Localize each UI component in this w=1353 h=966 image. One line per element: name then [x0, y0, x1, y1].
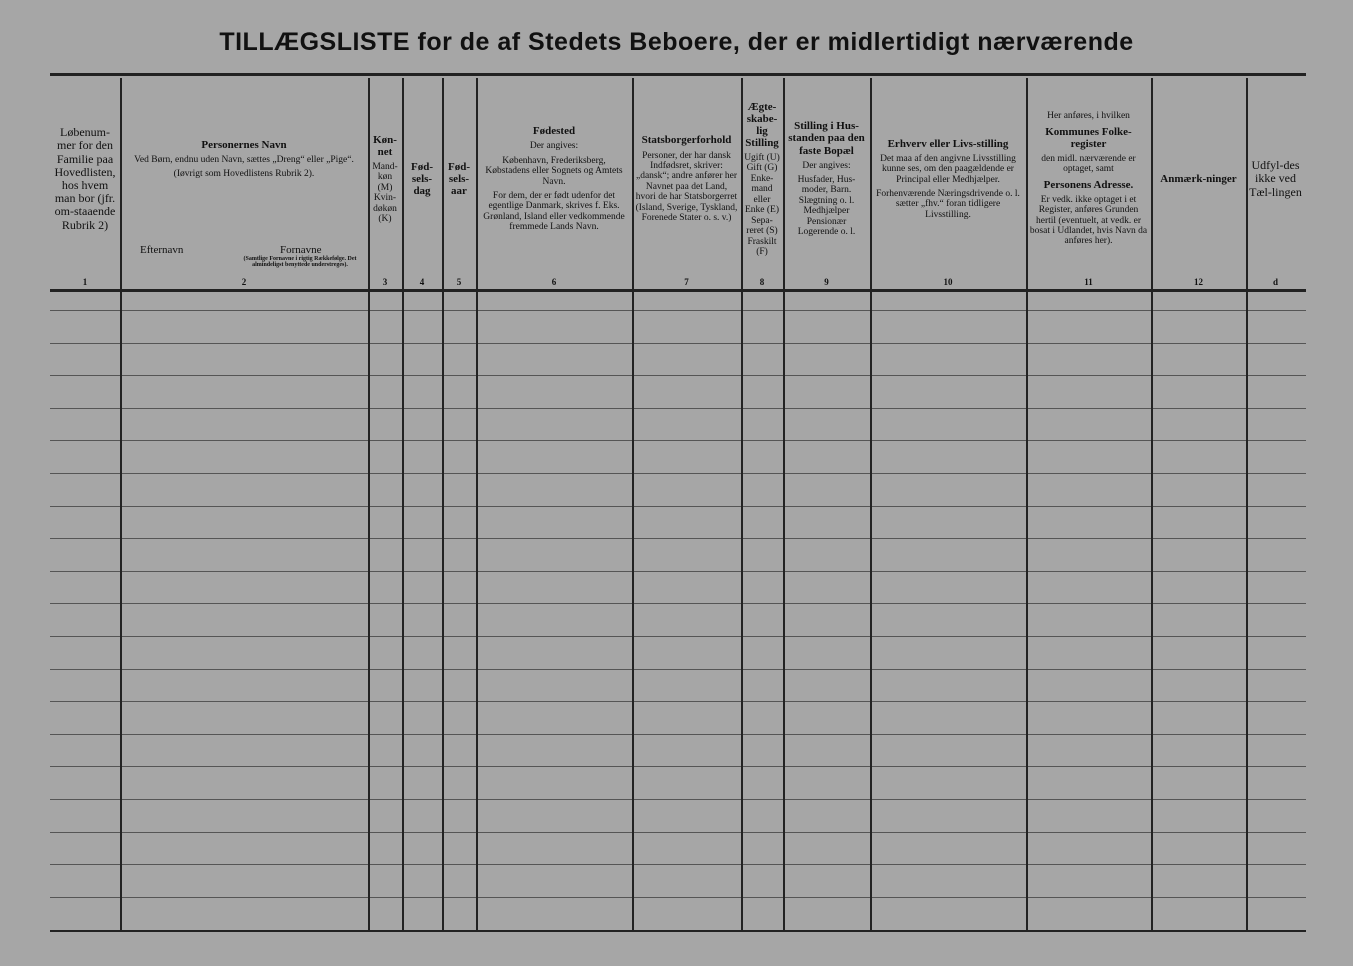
- column-line: [368, 78, 370, 932]
- column-number: 3: [382, 277, 388, 287]
- header-text: Personernes Navn: [201, 138, 287, 151]
- row-line: [50, 505, 1306, 507]
- header-text: Løbenum-mer for den Familie paa Hovedlis…: [54, 125, 116, 232]
- column-number: 10: [943, 277, 953, 287]
- subheading: Efternavn: [140, 244, 184, 256]
- column-line: [783, 78, 785, 932]
- header-text: Er vedk. ikke optaget i et Register, anf…: [1029, 194, 1148, 247]
- header-text: Personens Adresse.: [1043, 178, 1134, 191]
- row-line: [50, 473, 1306, 474]
- row-line: [50, 766, 1306, 768]
- header-text: (Iøvrigt som Hovedlistens Rubrik 2).: [173, 169, 315, 180]
- column-number: 4: [419, 277, 425, 287]
- header-text: Personer, der har dansk Indfødsret, skri…: [635, 150, 738, 224]
- row-line: [50, 407, 1306, 409]
- column-line: [632, 78, 634, 932]
- row-line: [50, 799, 1306, 800]
- row-line: [50, 440, 1306, 442]
- column-header: Udfyl-des ikke ved Tæl-lingen: [1246, 84, 1305, 274]
- column-header: Anmærk-ninger: [1151, 84, 1246, 274]
- row-line: [50, 538, 1306, 540]
- header-text: For dem, der er født udenfor det egentli…: [483, 191, 625, 233]
- row-line: [50, 896, 1306, 898]
- bottom-rule: [50, 930, 1306, 932]
- header-text: Mand-køn (M) Kvin-døkøn (K): [372, 161, 398, 224]
- header-text: den midl. nærværende er optaget, samt: [1041, 153, 1136, 175]
- header-text: Fødested: [532, 125, 576, 138]
- column-number: 5: [456, 277, 462, 287]
- subheading-note: (Samtlige Fornavne i rigtig Rækkefølge. …: [243, 256, 357, 268]
- row-line: [50, 864, 1306, 866]
- header-text: Statsborgerforhold: [641, 134, 732, 147]
- header-text: Ægte-skabe-lig Stilling: [745, 100, 779, 149]
- column-number: 12: [1194, 277, 1203, 287]
- column-line: [120, 78, 122, 932]
- column-header: Fødested Der angives: København, Frederiks…: [476, 84, 632, 274]
- column-number: 7: [684, 277, 689, 287]
- row-line: [50, 701, 1306, 703]
- column-line: [870, 78, 872, 932]
- header-text: Husfader, Hus-moder, Barn. Slægtning o. …: [797, 175, 856, 238]
- column-line: [1246, 78, 1248, 932]
- column-header: Ægte-skabe-lig Stilling Ugift (U) Gift (G…: [741, 84, 783, 274]
- row-line: [50, 375, 1306, 377]
- column-header: Køn-net Mand-køn (M) Kvin-døkøn (K): [368, 84, 402, 274]
- header-text: Stilling i Hus-standen paa den faste Bop…: [788, 120, 865, 157]
- header-text: Udfyl-des ikke ved Tæl-lingen: [1249, 158, 1302, 199]
- row-line: [50, 342, 1306, 344]
- column-header: Fød-sels-aar: [442, 84, 476, 274]
- form-title: TILLÆGSLISTE for de af Stedets Beboere, …: [219, 28, 1134, 56]
- header-text: Anmærk-ninger: [1160, 172, 1237, 185]
- row-line: [50, 831, 1306, 833]
- column-line: [741, 78, 743, 932]
- header-text: Erhverv eller Livs-stilling: [887, 137, 1009, 150]
- subheading: Fornavne: [280, 244, 322, 256]
- header-rule: [50, 289, 1306, 292]
- column-number: 6: [551, 277, 557, 287]
- header-text: Køn-net: [373, 133, 397, 158]
- column-number: 9: [824, 277, 829, 287]
- top-rule: [50, 73, 1306, 76]
- column-number: 1: [82, 277, 88, 287]
- header-text: Det maa af den angivne Livsstilling kunn…: [880, 153, 1016, 185]
- header-text: Fød-sels-aar: [448, 160, 470, 198]
- column-line: [1151, 78, 1153, 932]
- column-line: [476, 78, 478, 932]
- column-line: [442, 78, 444, 932]
- column-header: Personernes Navn Ved Børn, endnu uden Nav…: [120, 84, 368, 234]
- column-header: Fød-sels-dag: [402, 84, 442, 274]
- column-line: [402, 78, 404, 932]
- row-line: [50, 733, 1306, 735]
- header-text: Ugift (U) Gift (G) Enke-mand eller Enke …: [744, 153, 780, 257]
- column-line: [1026, 78, 1028, 932]
- header-text: Der angives:: [802, 160, 851, 171]
- column-header: Erhverv eller Livs-stilling Det maa af de…: [870, 84, 1026, 274]
- header-text: Her anføres, i hvilken: [1047, 111, 1130, 122]
- column-number: d: [1272, 277, 1278, 287]
- row-line: [50, 310, 1306, 311]
- header-text: Forhenværende Næringsdrivende o. l. sætt…: [876, 189, 1020, 220]
- row-line: [50, 636, 1306, 637]
- row-line: [50, 603, 1306, 605]
- header-text: Fød-sels-dag: [411, 160, 433, 198]
- header-text: Kommunes Folke-register: [1045, 125, 1132, 150]
- column-header: Løbenum-mer for den Familie paa Hovedlis…: [50, 84, 120, 274]
- column-header: Her anføres, i hvilken Kommunes Folke-reg…: [1026, 84, 1151, 274]
- column-header: Statsborgerforhold Personer, der har dans…: [632, 84, 741, 274]
- column-header: Stilling i Hus-standen paa den faste Bop…: [783, 84, 870, 274]
- row-line: [50, 668, 1306, 670]
- header-text: Ved Børn, endnu uden Navn, sættes „Dreng…: [134, 154, 354, 165]
- header-text: Der angives:: [529, 141, 579, 152]
- column-number: 11: [1084, 277, 1093, 287]
- column-number: 8: [759, 277, 765, 287]
- header-text: København, Frederiksberg, Købstadens ell…: [485, 155, 623, 187]
- row-line: [50, 570, 1306, 572]
- column-number: 2: [241, 277, 247, 287]
